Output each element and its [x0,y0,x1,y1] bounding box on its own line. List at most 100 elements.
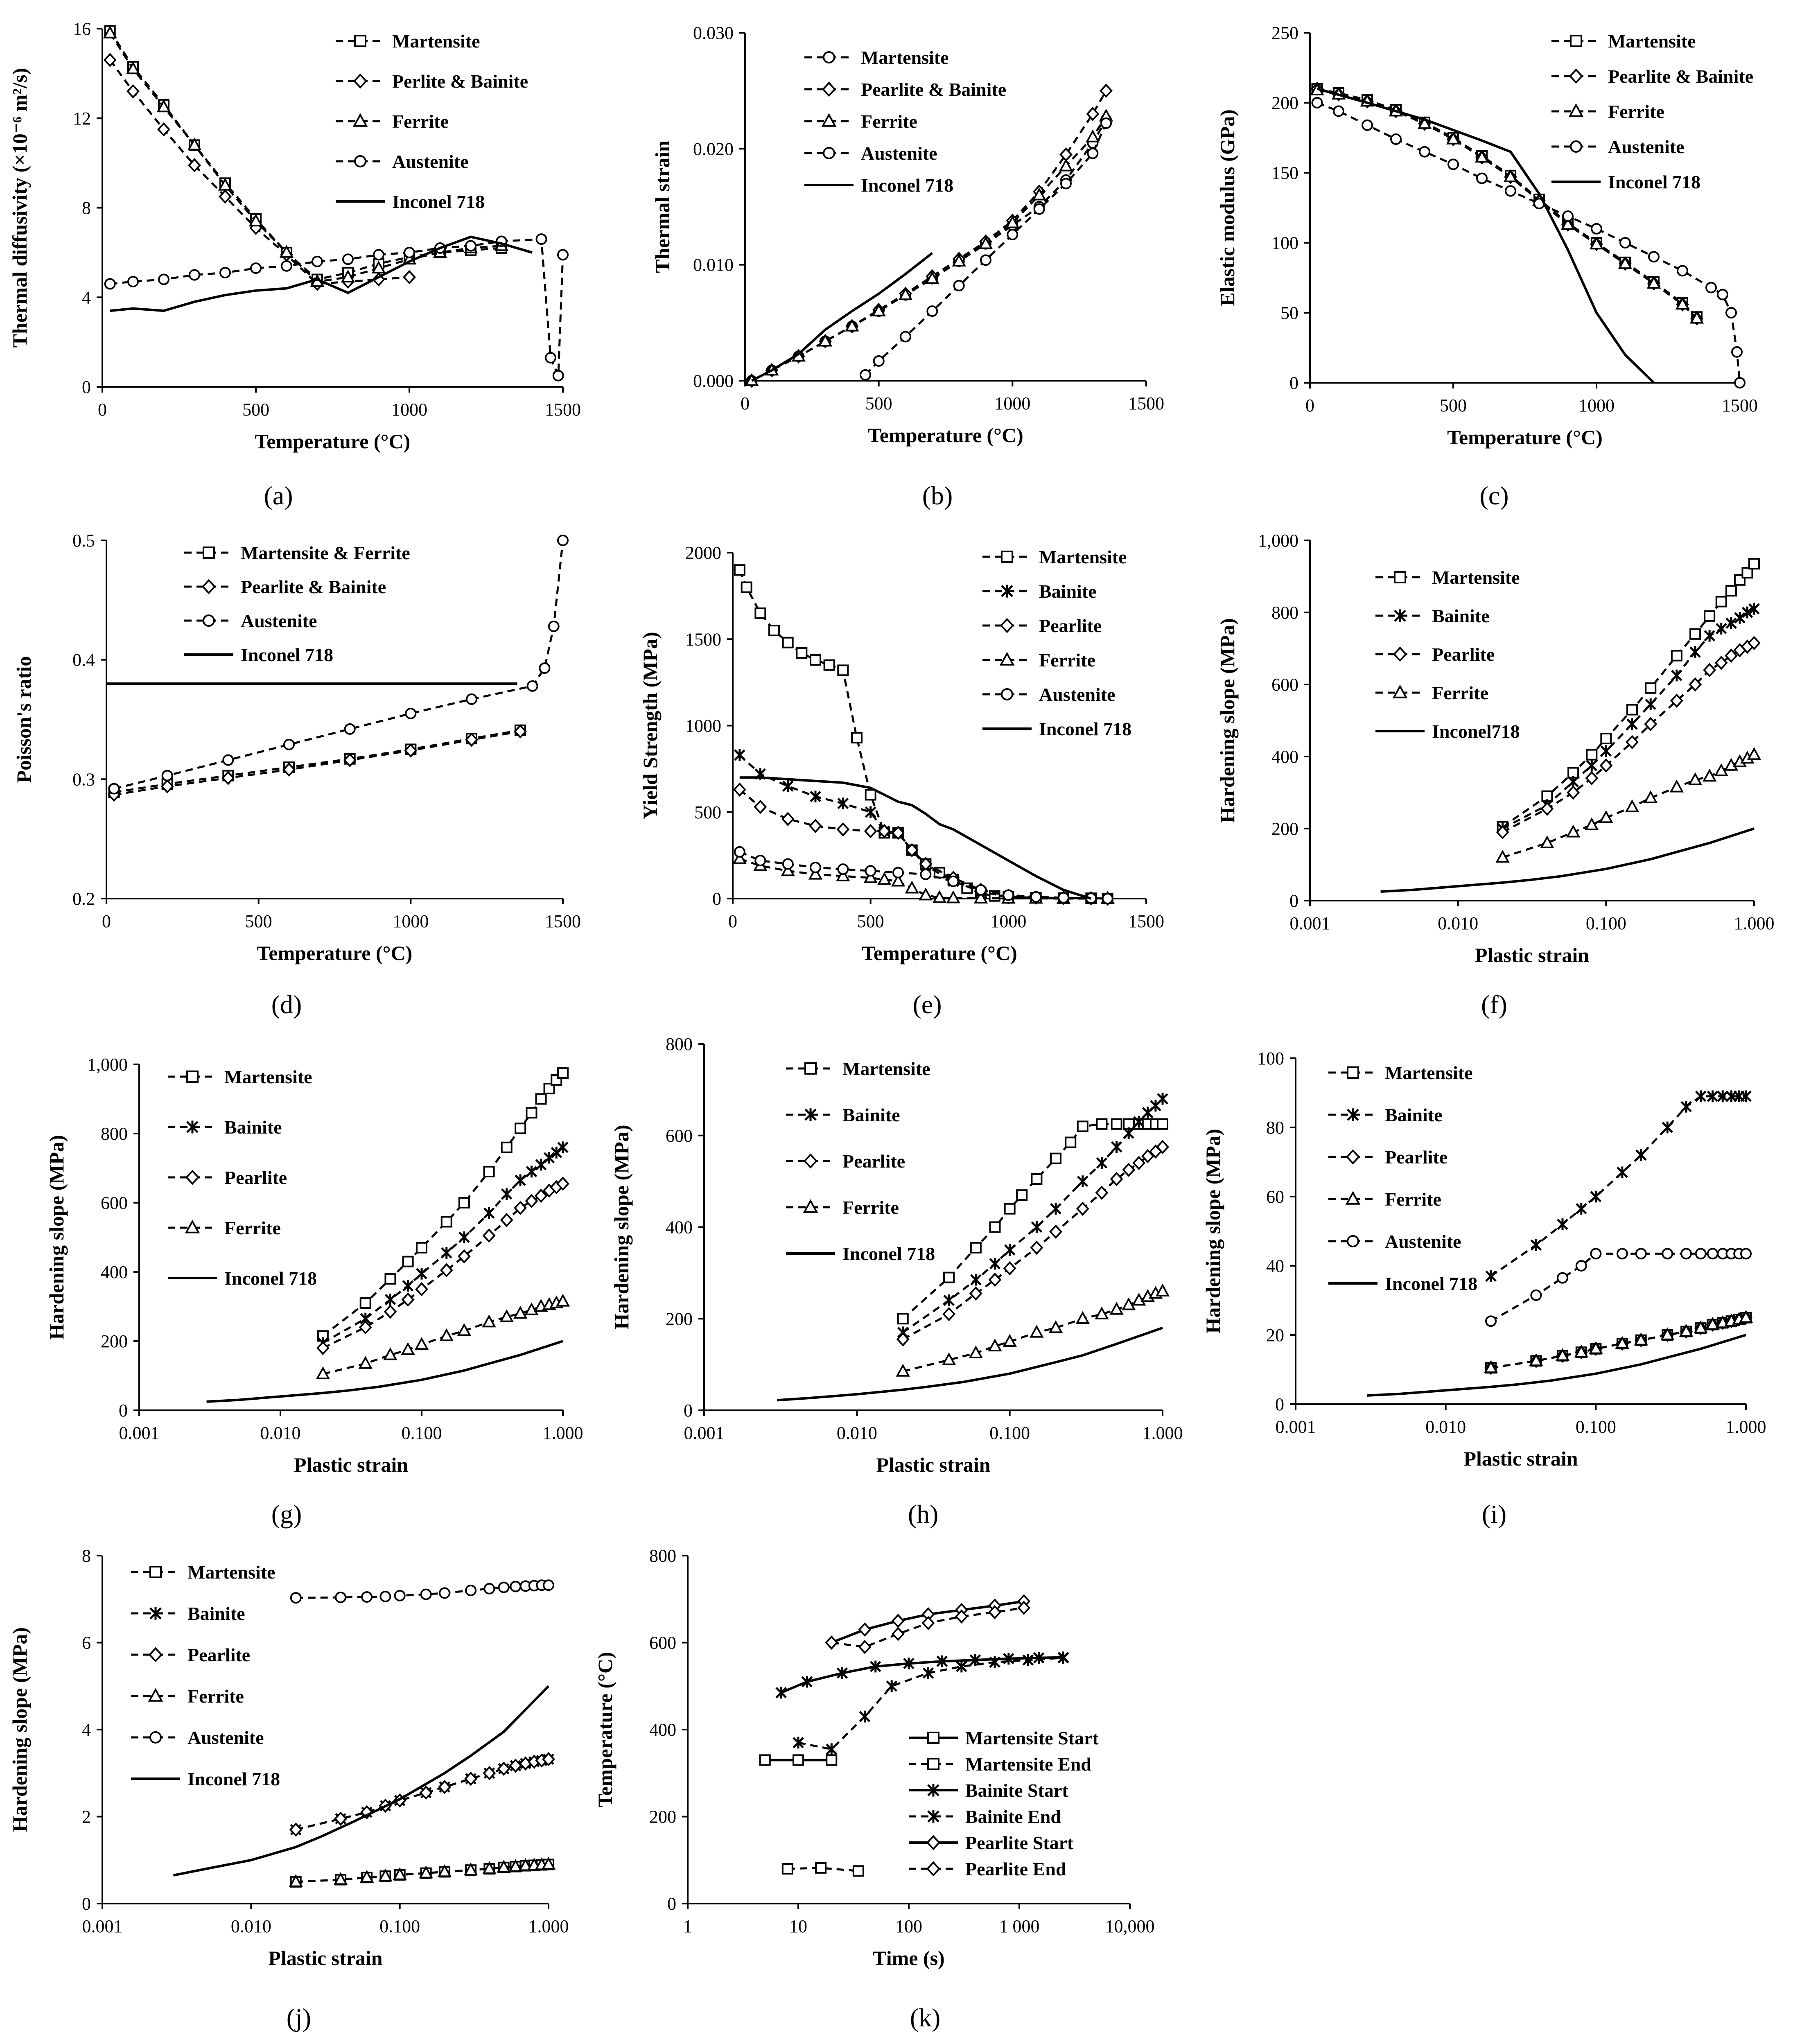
panel-label: (b) [922,481,953,510]
y-tick-label: 0.5 [72,531,95,551]
data-point [1717,289,1728,300]
legend-marker [1345,1191,1361,1205]
series-2: Ferrite [103,25,509,287]
data-point [526,1165,537,1178]
data-point [878,824,891,838]
data-point [250,262,262,274]
data-point [1446,131,1461,145]
data-point [988,1605,1002,1619]
x-tick-label: 10,000 [1105,1916,1155,1936]
chart-panel-j: 0.001 0.010 0.100 1.000 0 2 4 6 8 Plastic strain H… [8,1546,569,2032]
data-point [845,318,859,332]
series-line [1490,1317,1746,1369]
data-point [1109,1302,1124,1315]
series-4: Austenite [734,684,1116,904]
data-point [1417,116,1432,129]
data-point [499,1309,514,1322]
legend-label: Pearlite & Bainite [241,576,386,597]
x-tick-label: 1.000 [543,1423,583,1443]
data-point [859,1710,871,1723]
data-point [759,1754,771,1766]
data-point [1725,585,1737,597]
series-2: Pearlite [168,1167,569,1355]
series-4: Austenite [131,1579,554,1748]
data-point [104,278,116,290]
data-point [1157,1118,1168,1130]
data-point [1695,1248,1707,1260]
x-tick-label: 0.100 [1576,1417,1616,1437]
series-3: Ferrite [1375,682,1761,863]
series-2: Ferrite [745,108,1113,386]
data-point [1660,1327,1675,1340]
data-point [988,1272,1002,1287]
legend-marker [1392,684,1408,698]
data-point [1004,1203,1016,1215]
data-point [1057,1652,1069,1664]
data-point [1680,1100,1692,1113]
data-point [891,1614,905,1628]
y-tick-label: 0.000 [693,371,734,391]
data-point [1123,1127,1134,1139]
series-3: Ferrite [168,1217,570,1380]
data-point [1111,1141,1122,1153]
data-point [886,1680,897,1692]
series-0: Martensite Start [759,1728,1099,1766]
chart-panel-k: 1 10 100 1 000 10,000 0 200 400 600 800 Time (s) Te… [594,1546,1155,2032]
data-point [1725,648,1738,663]
legend-marker [1347,1066,1359,1079]
legend-label: Perlite & Bainite [392,71,528,92]
data-point [501,1141,513,1153]
x-axis-label: Plastic strain [876,1453,990,1476]
data-point [497,1860,511,1873]
legend-label: Bainite [1385,1104,1443,1125]
data-point [405,707,417,719]
data-point [384,1304,397,1319]
x-tick-label: 1500 [1128,393,1164,413]
data-point [1679,1324,1694,1337]
data-point [552,370,564,382]
data-point [457,1249,471,1264]
data-point [734,564,745,576]
y-tick-label: 400 [666,1217,693,1238]
chart-panel-f: 0.001 0.010 0.100 1.000 0 200 400 600 800 1,000 Pl… [1216,531,1775,1019]
data-point [1689,646,1701,658]
data-point [1030,891,1042,903]
data-point [1065,1136,1077,1148]
data-point [793,1754,804,1766]
y-axis-label: Hardening slope (MPa) [1201,1129,1224,1334]
legend-marker [185,1220,200,1233]
data-point [157,122,170,137]
x-tick-label: 0 [1305,395,1314,416]
data-point [1734,377,1746,388]
y-tick-label: 0 [1289,373,1298,393]
data-point [187,137,202,151]
x-tick-label: 0.010 [1425,1417,1466,1437]
legend-marker [1000,618,1014,633]
x-tick-label: 1 000 [999,1916,1040,1936]
data-point [1484,1360,1498,1373]
y-tick-label: 0.020 [693,139,734,159]
data-point [189,269,200,281]
data-point [222,754,234,766]
data-point [282,762,296,777]
data-point [825,1635,838,1650]
x-tick-label: 1500 [545,911,581,931]
data-point [542,1752,555,1766]
series-4: Inconel 718 [110,191,533,312]
data-point [1110,1172,1123,1186]
data-point [1694,1320,1708,1333]
y-tick-label: 800 [101,1124,128,1144]
data-point [403,270,416,285]
data-point [1585,771,1599,786]
data-point [359,1870,374,1883]
data-point [482,1228,496,1243]
data-point [1390,133,1402,145]
y-axis-label: Thermal strain [651,140,674,273]
x-axis-label: Temperature (°C) [868,424,1023,447]
data-point [1157,1093,1168,1105]
data-point [808,867,823,880]
legend-marker [149,1731,162,1744]
data-point [926,305,938,317]
data-point [1575,1260,1587,1272]
series-4: Inconel 718 [1317,87,1700,384]
